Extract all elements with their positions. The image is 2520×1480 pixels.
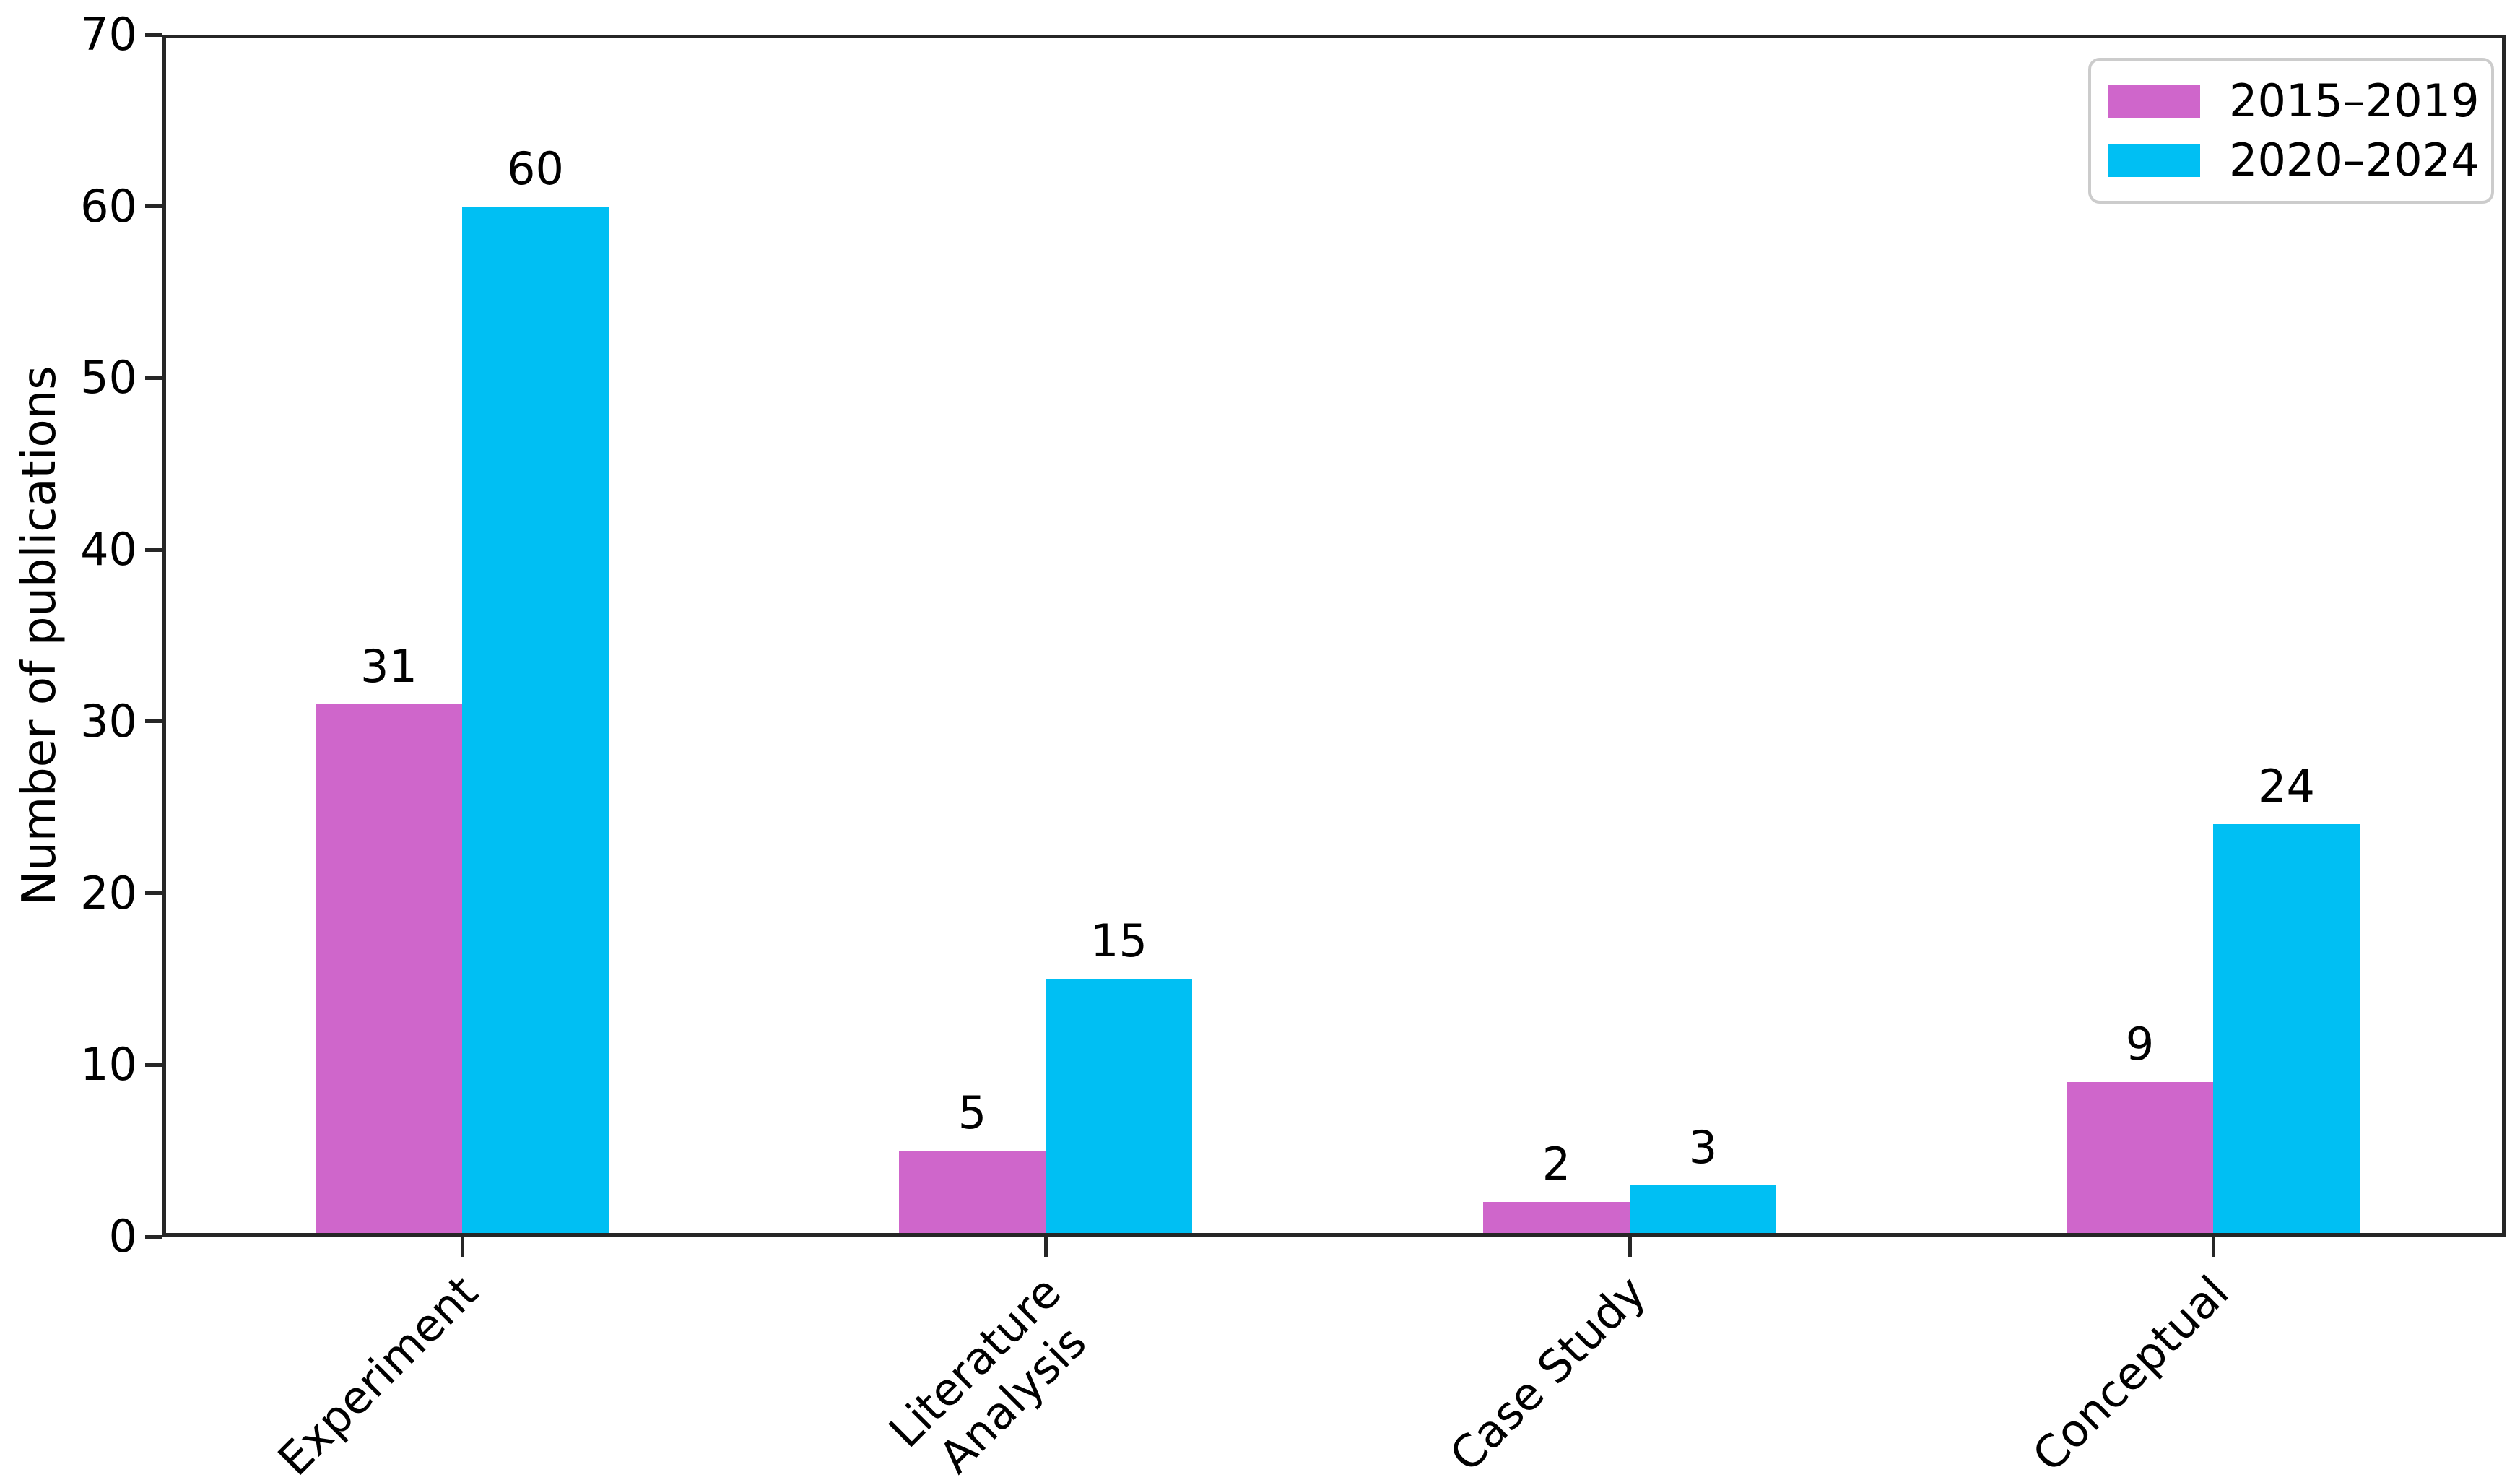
bar-series2 — [2213, 824, 2360, 1237]
legend-swatch — [2108, 143, 2200, 177]
y-tick-mark — [145, 376, 162, 380]
bar-value-label: 9 — [2125, 1018, 2155, 1071]
x-tick-mark — [1628, 1237, 1632, 1257]
y-tick-mark — [145, 1234, 162, 1239]
bar-series1 — [2067, 1082, 2213, 1237]
y-tick-label: 50 — [80, 351, 137, 404]
bar-value-label: 60 — [507, 142, 564, 195]
bar-series1 — [316, 704, 462, 1237]
bar-value-label: 31 — [360, 640, 417, 693]
y-tick-label: 0 — [108, 1210, 137, 1263]
y-tick-label: 40 — [80, 523, 137, 576]
bar-value-label: 2 — [1542, 1138, 1571, 1191]
bar-value-label: 5 — [957, 1086, 987, 1140]
legend-label: 2015–2019 — [2229, 74, 2480, 128]
legend-label: 2020–2024 — [2229, 133, 2480, 186]
x-tick-mark — [2211, 1237, 2215, 1257]
y-tick-mark — [145, 548, 162, 552]
legend-swatch — [2108, 85, 2200, 118]
bar-series2 — [1630, 1185, 1776, 1237]
y-tick-label: 70 — [80, 8, 137, 61]
x-tick-label: Experiment — [267, 1265, 488, 1480]
x-tick-mark — [1043, 1237, 1048, 1257]
bar-series1 — [899, 1151, 1046, 1237]
y-tick-label: 30 — [80, 694, 137, 748]
y-tick-mark — [145, 719, 162, 724]
y-tick-mark — [145, 204, 162, 209]
y-tick-label: 20 — [80, 866, 137, 919]
bar-value-label: 15 — [1090, 914, 1147, 968]
legend-entry: 2015–2019 — [2108, 79, 2480, 124]
bar-series2 — [462, 206, 609, 1237]
bar-value-label: 24 — [2258, 760, 2315, 813]
x-tick-mark — [460, 1237, 464, 1257]
y-tick-label: 60 — [80, 179, 137, 233]
y-tick-mark — [145, 1063, 162, 1067]
y-axis-title: Number of publications — [13, 365, 66, 906]
x-tick-label: Conceptual — [2022, 1265, 2239, 1480]
legend: 2015–2019 2020–2024 — [2088, 58, 2494, 204]
bar-series2 — [1046, 979, 1192, 1237]
bar-series1 — [1483, 1202, 1630, 1237]
x-tick-label: Case Study — [1439, 1265, 1656, 1480]
bar-value-label: 3 — [1688, 1120, 1718, 1174]
y-tick-label: 10 — [80, 1038, 137, 1091]
y-tick-mark — [145, 33, 162, 37]
legend-entry: 2020–2024 — [2108, 137, 2480, 183]
x-tick-label: Literature Analysis — [879, 1265, 1097, 1480]
y-tick-mark — [145, 891, 162, 896]
